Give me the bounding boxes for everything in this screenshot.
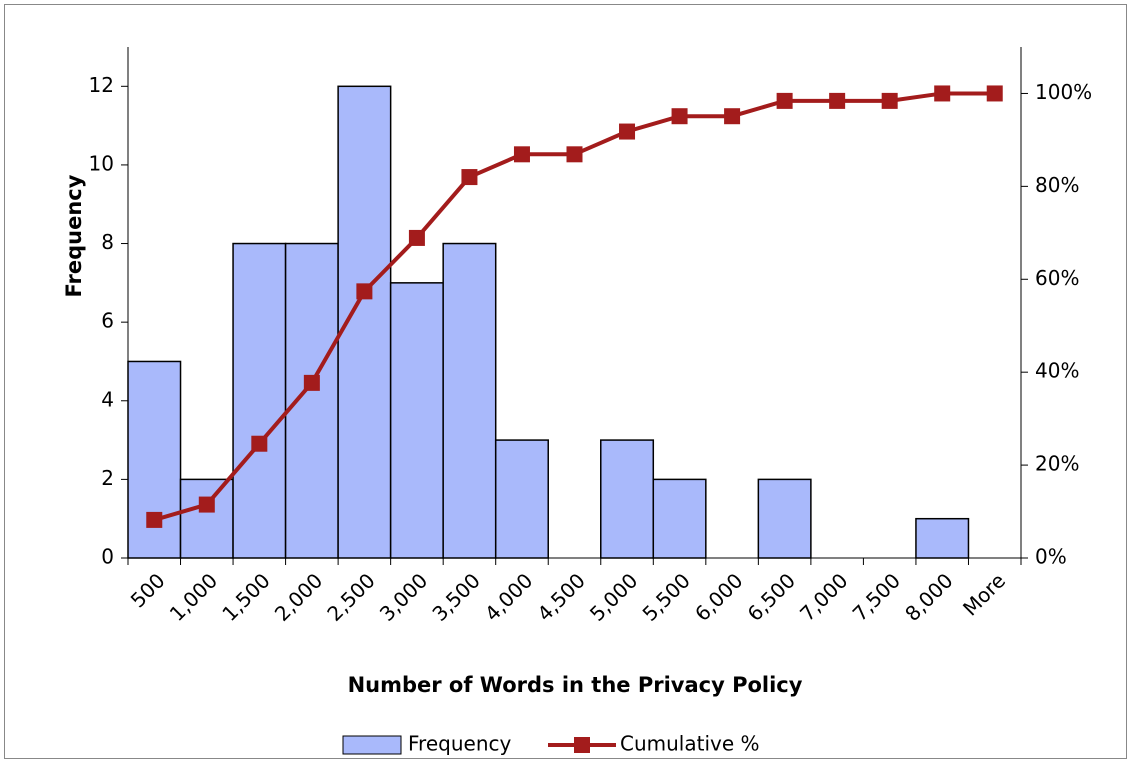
bar xyxy=(127,360,182,559)
legend-label: Cumulative % xyxy=(620,732,760,756)
line-marker xyxy=(513,146,530,163)
bar xyxy=(757,478,812,559)
line-marker xyxy=(881,92,898,109)
line-marker xyxy=(671,108,688,125)
line-marker xyxy=(198,496,215,513)
line-marker xyxy=(461,169,478,186)
y-tick-label: 4 xyxy=(101,387,114,411)
y-tick-label: 12 xyxy=(89,73,114,97)
y2-tick-label: 60% xyxy=(1035,266,1079,290)
line-marker xyxy=(724,108,741,125)
y2-tick-label: 0% xyxy=(1035,545,1067,569)
line-marker xyxy=(356,283,373,300)
legend-label: Frequency xyxy=(408,732,511,756)
bar xyxy=(232,242,287,559)
bar xyxy=(600,439,655,559)
y-tick-label: 2 xyxy=(101,466,114,490)
bar xyxy=(389,282,444,559)
bar xyxy=(494,439,549,559)
y2-tick-label: 100% xyxy=(1035,80,1092,104)
line-marker xyxy=(986,85,1003,102)
y-tick-label: 6 xyxy=(101,309,114,333)
line-marker xyxy=(251,435,268,452)
y-tick-label: 10 xyxy=(89,151,114,175)
y2-tick-label: 80% xyxy=(1035,173,1079,197)
bar xyxy=(284,242,339,559)
line-marker xyxy=(146,511,163,528)
legend-swatch xyxy=(342,735,402,755)
bar xyxy=(442,242,497,559)
y2-tick-label: 20% xyxy=(1035,452,1079,476)
line-marker xyxy=(776,92,793,109)
bar xyxy=(652,478,707,559)
y-tick-label: 8 xyxy=(101,230,114,254)
y2-tick-label: 40% xyxy=(1035,359,1079,383)
line-marker xyxy=(934,85,951,102)
chart-frame xyxy=(4,4,1127,759)
line-marker xyxy=(408,229,425,246)
line-marker xyxy=(619,123,636,140)
x-axis-title: Number of Words in the Privacy Policy xyxy=(348,673,803,697)
legend-marker xyxy=(574,737,590,753)
line-marker xyxy=(566,146,583,163)
bar xyxy=(915,517,970,559)
line-marker xyxy=(829,92,846,109)
y-tick-label: 0 xyxy=(101,545,114,569)
bar xyxy=(179,478,234,559)
y-axis-title: Frequency xyxy=(62,174,86,297)
line-marker xyxy=(303,374,320,391)
